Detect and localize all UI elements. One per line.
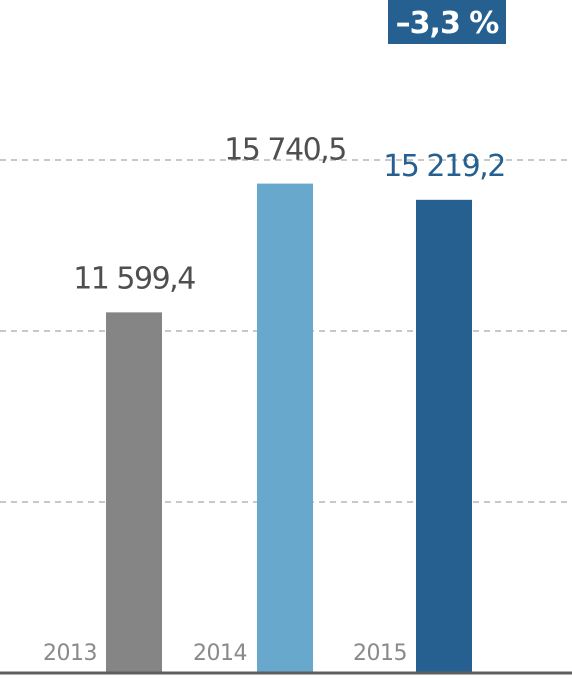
year-label-2013: 2013 (43, 641, 97, 666)
value-labels: 11 599,4 15 740,5 15 219,2 (73, 133, 506, 297)
year-label-2014: 2014 (193, 641, 247, 666)
bar-2015 (416, 199, 472, 674)
bars (106, 183, 472, 674)
value-label-2014: 15 740,5 (224, 133, 346, 168)
change-badge: –3,3 % (388, 0, 506, 44)
change-badge-background (388, 0, 506, 44)
change-badge-text: –3,3 % (396, 6, 500, 41)
year-labels: 2013 2014 2015 (43, 641, 408, 666)
year-label-2015: 2015 (353, 641, 407, 666)
value-label-2013: 11 599,4 (73, 261, 195, 296)
value-label-2015: 15 219,2 (383, 149, 505, 184)
bar-2013 (106, 312, 162, 673)
bar-2014 (257, 183, 313, 674)
